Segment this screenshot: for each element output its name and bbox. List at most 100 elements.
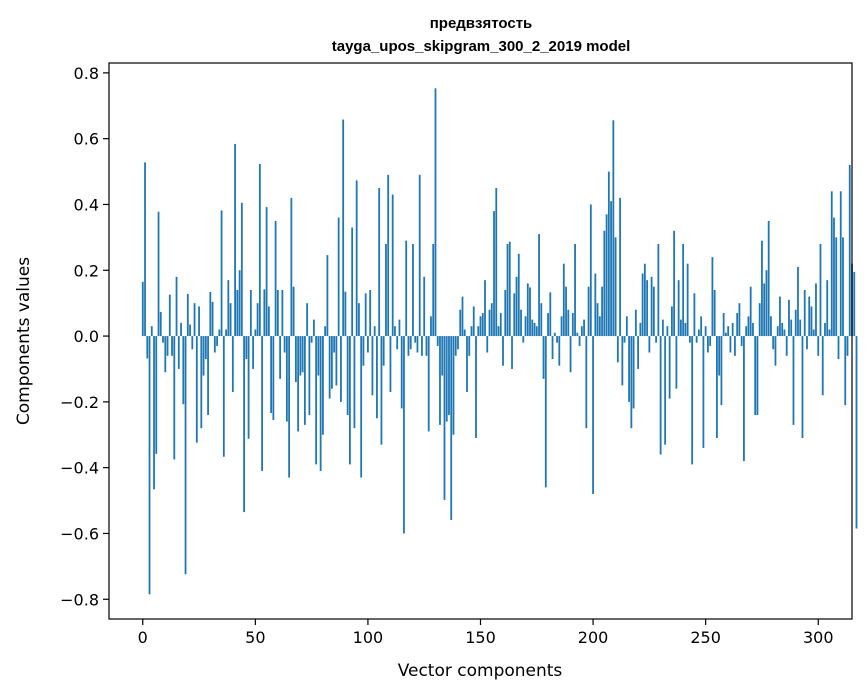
bar bbox=[340, 336, 342, 402]
bar bbox=[799, 319, 802, 337]
bar bbox=[409, 336, 412, 350]
bar bbox=[553, 332, 556, 337]
bar bbox=[846, 336, 849, 356]
y-tick-label: 0.2 bbox=[74, 261, 99, 280]
bar bbox=[472, 306, 475, 337]
bar bbox=[812, 329, 815, 337]
y-tick-label: −0.4 bbox=[60, 459, 99, 478]
bar bbox=[614, 237, 617, 337]
bar bbox=[770, 316, 772, 337]
bar bbox=[592, 336, 594, 494]
bar bbox=[315, 336, 318, 465]
bar bbox=[333, 336, 336, 353]
bar bbox=[567, 309, 570, 337]
bar bbox=[470, 326, 473, 337]
bar bbox=[146, 336, 149, 359]
bar bbox=[376, 336, 378, 419]
bar bbox=[488, 309, 491, 337]
bar bbox=[524, 316, 527, 337]
bar bbox=[394, 326, 396, 337]
bar bbox=[380, 336, 383, 445]
bar bbox=[844, 336, 847, 406]
bar bbox=[808, 296, 811, 337]
bar bbox=[418, 174, 421, 337]
bar bbox=[227, 280, 230, 337]
bar bbox=[707, 336, 709, 353]
bar bbox=[549, 292, 552, 337]
bar bbox=[776, 326, 779, 337]
bar bbox=[459, 309, 462, 337]
bar bbox=[659, 336, 662, 455]
bar bbox=[267, 306, 270, 337]
bar bbox=[806, 336, 808, 350]
bar bbox=[312, 319, 315, 337]
bar bbox=[207, 336, 209, 416]
bar bbox=[765, 270, 768, 337]
bar bbox=[324, 326, 327, 337]
bar bbox=[256, 303, 259, 337]
bar bbox=[727, 326, 730, 337]
bar bbox=[540, 303, 543, 337]
bar bbox=[452, 336, 455, 435]
bar bbox=[583, 319, 585, 337]
bar bbox=[571, 313, 574, 337]
bar bbox=[547, 313, 549, 337]
bar bbox=[234, 143, 236, 337]
bar bbox=[544, 336, 547, 488]
bar bbox=[709, 336, 712, 346]
bar bbox=[682, 243, 685, 337]
bar bbox=[855, 336, 858, 529]
bar bbox=[551, 336, 554, 360]
bar bbox=[693, 293, 696, 337]
bar bbox=[371, 336, 374, 396]
bar bbox=[450, 336, 453, 520]
bar bbox=[632, 336, 635, 409]
bar bbox=[607, 171, 610, 337]
bar bbox=[677, 280, 680, 337]
bar bbox=[432, 243, 435, 337]
bar bbox=[718, 336, 721, 376]
bar bbox=[740, 336, 743, 346]
bar bbox=[621, 336, 624, 386]
bar bbox=[168, 294, 171, 337]
bar bbox=[569, 336, 572, 373]
bar bbox=[355, 180, 358, 337]
bar bbox=[779, 296, 781, 337]
y-tick-label: 0.8 bbox=[74, 64, 99, 83]
bar bbox=[695, 336, 698, 343]
bar bbox=[828, 329, 831, 337]
bar bbox=[310, 336, 313, 343]
bar bbox=[839, 191, 842, 337]
bar bbox=[758, 303, 761, 337]
bar bbox=[162, 336, 164, 343]
bar bbox=[598, 316, 601, 337]
bar bbox=[173, 336, 176, 460]
bar bbox=[700, 316, 703, 337]
bar bbox=[517, 253, 520, 337]
bar bbox=[842, 237, 844, 337]
bar bbox=[675, 336, 678, 389]
bar bbox=[445, 336, 448, 422]
bar bbox=[403, 336, 405, 534]
bar bbox=[202, 336, 205, 376]
bar bbox=[198, 306, 200, 337]
bar bbox=[171, 336, 173, 356]
bar bbox=[367, 336, 369, 353]
y-tick-label: −0.2 bbox=[60, 393, 99, 412]
bar bbox=[373, 326, 376, 337]
bar bbox=[191, 336, 194, 350]
bar bbox=[405, 240, 408, 337]
bar bbox=[439, 336, 441, 425]
x-tick-label: 100 bbox=[353, 628, 384, 647]
bar bbox=[790, 319, 793, 337]
bar bbox=[148, 336, 151, 595]
bar bbox=[225, 329, 227, 337]
bar bbox=[646, 280, 649, 337]
bar bbox=[423, 276, 426, 337]
bar bbox=[616, 336, 619, 363]
bar bbox=[274, 220, 277, 337]
bar bbox=[344, 291, 347, 337]
bar bbox=[427, 336, 430, 432]
bar bbox=[641, 273, 644, 337]
